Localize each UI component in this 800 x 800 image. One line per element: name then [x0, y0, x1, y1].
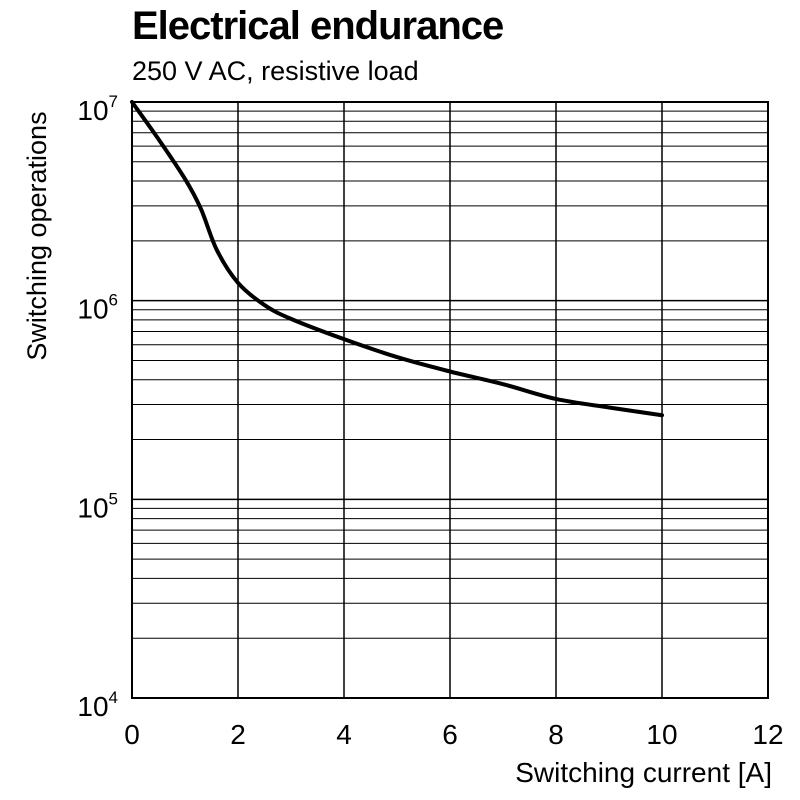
x-tick-label: 0 [124, 719, 140, 750]
endurance-curve [130, 100, 664, 418]
x-tick-label: 4 [336, 719, 352, 750]
plot-frame [131, 101, 769, 699]
y-tick-exponent: 6 [109, 291, 118, 310]
x-tick-labels: 0 2 4 6 8 10 12 [124, 719, 783, 750]
y-tick-label: 104 [77, 688, 118, 722]
y-tick-label: 107 [77, 92, 118, 126]
x-axis-label: Switching current [A] [515, 757, 772, 788]
series-layer [130, 100, 664, 418]
x-tick-label: 10 [646, 719, 677, 750]
y-tick-exponent: 7 [109, 92, 118, 111]
y-tick-exponent: 4 [109, 688, 118, 707]
y-tick-base: 10 [77, 492, 108, 523]
x-tick-label: 8 [548, 719, 564, 750]
y-tick-base: 10 [77, 691, 108, 722]
chart-subtitle: 250 V AC, resistive load [132, 56, 419, 86]
x-tick-label: 2 [230, 719, 246, 750]
y-tick-label: 105 [77, 489, 118, 523]
y-tick-base: 10 [77, 294, 108, 325]
y-axis-label: Switching operations [22, 111, 52, 360]
y-tick-label: 106 [77, 291, 118, 325]
x-tick-label: 12 [752, 719, 783, 750]
y-tick-exponent: 5 [109, 489, 118, 508]
grid-lines [131, 102, 769, 699]
x-tick-label: 6 [442, 719, 458, 750]
chart-title: Electrical endurance [132, 4, 504, 48]
y-tick-base: 10 [77, 95, 108, 126]
